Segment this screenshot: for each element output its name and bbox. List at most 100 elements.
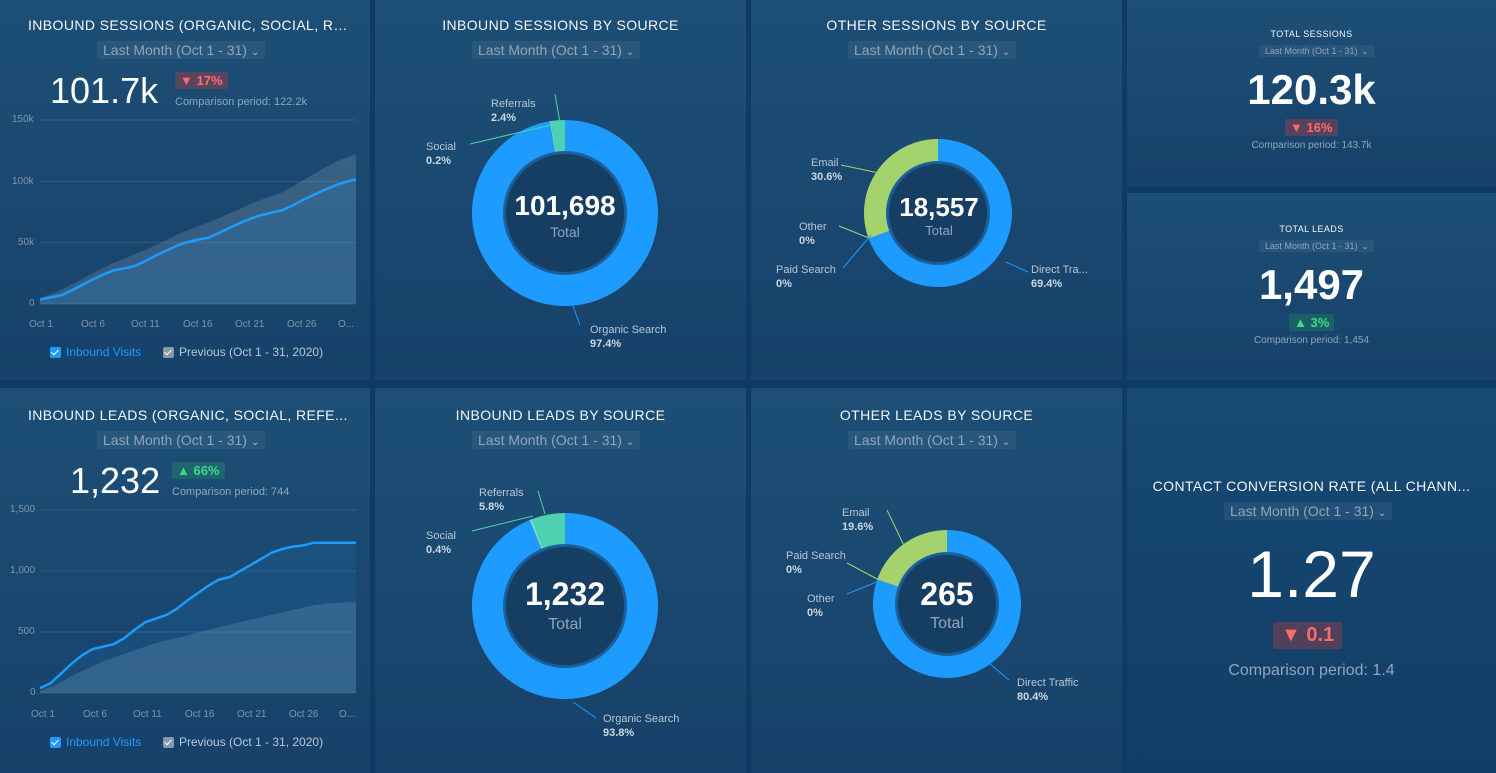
y-tick: 500 <box>18 626 35 637</box>
area-chart <box>39 119 357 305</box>
period-label: Last Month (Oct 1 - 31) <box>1265 46 1358 56</box>
period-label: Last Month (Oct 1 - 31) <box>103 42 247 58</box>
x-tick: Oct 16 <box>183 319 213 330</box>
chevron-down-icon: ⌄ <box>1377 508 1387 519</box>
slice-label-email: Email 30.6% <box>811 157 843 183</box>
chevron-down-icon: ⌄ <box>1361 47 1369 56</box>
x-tick: Oct 1 <box>31 709 55 720</box>
period-dropdown[interactable]: Last Month (Oct 1 - 31) ⌄ <box>472 41 641 59</box>
period-label: Last Month (Oct 1 - 31) <box>103 432 247 448</box>
checkbox-icon <box>163 736 174 748</box>
donut-total-value: 101,698 <box>514 190 616 221</box>
legend-current[interactable]: Inbound Visits <box>50 735 141 749</box>
slice-referrals[interactable] <box>551 120 565 152</box>
donut-hole <box>885 160 991 266</box>
legend-label: Previous (Oct 1 - 31, 2020) <box>179 735 324 749</box>
period-dropdown[interactable]: Last Month (Oct 1 - 31) ⌄ <box>472 431 641 449</box>
period-dropdown[interactable]: Last Month (Oct 1 - 31) ⌄ <box>848 41 1017 59</box>
slice-organic-search[interactable] <box>472 120 658 306</box>
slice-social[interactable] <box>549 121 556 152</box>
x-tick: O... <box>338 319 355 330</box>
legend-label: Previous (Oct 1 - 31, 2020) <box>179 345 324 359</box>
change-badge: ▲ 66% <box>172 462 225 479</box>
tile-title: INBOUND SESSIONS (ORGANIC, SOCIAL, RE... <box>28 17 356 33</box>
period-dropdown[interactable]: Last Month (Oct 1 - 31) ⌄ <box>848 431 1017 449</box>
slice-label-other: Other 0% <box>799 221 827 247</box>
tile-title: TOTAL SESSIONS <box>1270 29 1353 39</box>
tile-total-sessions: TOTAL SESSIONS Last Month (Oct 1 - 31) ⌄ … <box>1127 0 1496 187</box>
donut-chart <box>469 93 658 326</box>
y-tick: 0 <box>29 298 35 309</box>
leader-line <box>537 490 546 515</box>
slice-email[interactable] <box>864 139 938 239</box>
x-tick: Oct 11 <box>133 709 162 720</box>
tile-other-sessions-by-source: OTHER SESSIONS BY SOURCE Last Month (Oct… <box>751 0 1122 380</box>
tile-title: INBOUND LEADS (ORGANIC, SOCIAL, REFE... <box>28 407 348 423</box>
donut-total-label: Total <box>925 223 953 238</box>
current-period-line <box>39 541 356 690</box>
x-tick: Oct 6 <box>81 319 105 330</box>
chevron-down-icon: ⌄ <box>250 437 260 448</box>
leader-line <box>842 234 872 269</box>
slice-direct-traffic[interactable] <box>868 139 1012 287</box>
metric-value: 101.7k <box>50 70 159 111</box>
previous-period-area <box>40 602 356 693</box>
tile-total-leads: TOTAL LEADS Last Month (Oct 1 - 31) ⌄ 1,4… <box>1127 193 1496 380</box>
period-dropdown[interactable]: Last Month (Oct 1 - 31) ⌄ <box>1259 240 1375 252</box>
donut-total-label: Total <box>550 224 580 240</box>
donut-total-value: 1,232 <box>524 576 606 612</box>
current-period-line <box>39 177 357 301</box>
x-tick: Oct 21 <box>235 319 265 330</box>
period-dropdown[interactable]: Last Month (Oct 1 - 31) ⌄ <box>97 41 266 59</box>
period-dropdown[interactable]: Last Month (Oct 1 - 31) ⌄ <box>1259 45 1375 57</box>
x-tick: Oct 16 <box>185 709 215 720</box>
chevron-down-icon: ⌄ <box>625 47 635 58</box>
slice-label-direct-traffic: Direct Tra... 69.4% <box>1031 264 1088 290</box>
legend-current[interactable]: Inbound Visits <box>50 345 141 359</box>
checkbox-icon <box>50 736 61 748</box>
slice-referrals[interactable] <box>531 513 565 549</box>
metric-value: 1,497 <box>1258 261 1365 308</box>
slice-organic-search[interactable] <box>472 513 658 699</box>
current-period-area <box>40 179 356 304</box>
slice-label-social: Social 0.4% <box>426 530 456 556</box>
tile-other-leads-by-source: OTHER LEADS BY SOURCE Last Month (Oct 1 … <box>751 388 1122 773</box>
leader-line <box>1005 261 1029 273</box>
leader-line <box>469 123 556 145</box>
legend-previous[interactable]: Previous (Oct 1 - 31, 2020) <box>163 735 323 749</box>
x-tick: O... <box>339 709 356 720</box>
chevron-down-icon: ⌄ <box>1001 437 1011 448</box>
slice-label-referrals: Referrals 2.4% <box>491 98 536 124</box>
period-label: Last Month (Oct 1 - 31) <box>1230 503 1374 519</box>
x-tick: Oct 21 <box>237 709 267 720</box>
leader-line <box>572 701 597 719</box>
comparison-text: Comparison period: 1.4 <box>1228 662 1395 679</box>
slice-direct-traffic[interactable] <box>873 530 1021 678</box>
slice-label-social: Social 0.2% <box>426 141 456 167</box>
chevron-down-icon: ⌄ <box>250 47 260 58</box>
comparison-text: Comparison period: 744 <box>172 486 290 498</box>
change-badge: ▼ 0.1 <box>1273 622 1343 649</box>
x-tick: Oct 1 <box>29 319 53 330</box>
tile-contact-conversion-rate: CONTACT CONVERSION RATE (ALL CHANN... La… <box>1127 388 1496 773</box>
leader-line <box>838 225 870 239</box>
leader-line <box>886 509 910 557</box>
legend-previous[interactable]: Previous (Oct 1 - 31, 2020) <box>163 345 323 359</box>
period-dropdown[interactable]: Last Month (Oct 1 - 31) ⌄ <box>1224 502 1393 520</box>
slice-label-organic-search: Organic Search 97.4% <box>590 324 667 350</box>
metric-value: 120.3k <box>1247 66 1376 113</box>
slice-label-email: Email 19.6% <box>842 507 874 533</box>
donut-total-label: Total <box>930 615 964 632</box>
tile-title: TOTAL LEADS <box>1279 224 1344 234</box>
period-label: Last Month (Oct 1 - 31) <box>1265 241 1358 251</box>
slice-email[interactable] <box>877 530 947 587</box>
slice-social[interactable] <box>529 519 543 549</box>
donut-total-value: 265 <box>920 576 974 612</box>
leader-line <box>554 93 561 124</box>
slice-label-direct-traffic: Direct Traffic 80.4% <box>1017 677 1079 703</box>
donut-total-value: 18,557 <box>899 192 979 222</box>
period-label: Last Month (Oct 1 - 31) <box>854 42 998 58</box>
period-dropdown[interactable]: Last Month (Oct 1 - 31) ⌄ <box>97 431 266 449</box>
donut-total-label: Total <box>548 616 582 633</box>
checkbox-icon <box>50 346 61 358</box>
